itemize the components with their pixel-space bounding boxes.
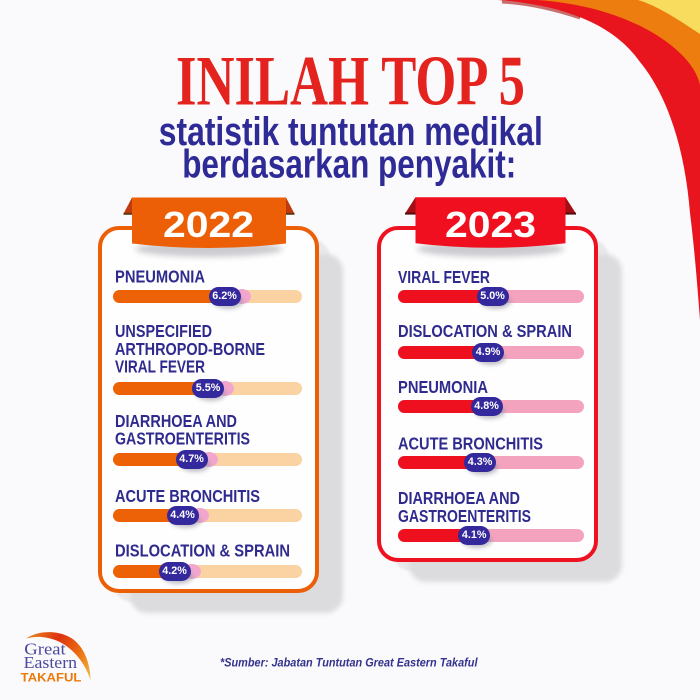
svg-text:VIRAL FEVER: VIRAL FEVER bbox=[398, 267, 490, 287]
svg-text:2023: 2023 bbox=[445, 204, 536, 245]
svg-text:Great: Great bbox=[24, 640, 66, 659]
svg-text:GASTROENTERITIS: GASTROENTERITIS bbox=[398, 506, 531, 526]
svg-text:PNEUMONIA: PNEUMONIA bbox=[115, 266, 205, 286]
svg-text:statistik tuntutan medikal: statistik tuntutan medikal bbox=[159, 110, 543, 154]
svg-text:DISLOCATION & SPRAIN: DISLOCATION & SPRAIN bbox=[398, 321, 572, 341]
svg-text:GASTROENTERITIS: GASTROENTERITIS bbox=[115, 429, 250, 449]
svg-text:TAKAFUL: TAKAFUL bbox=[21, 670, 82, 684]
svg-text:UNSPECIFIED: UNSPECIFIED bbox=[115, 321, 212, 341]
svg-text:*Sumber: Jabatan Tuntutan Grea: *Sumber: Jabatan Tuntutan Great Eastern … bbox=[220, 658, 478, 670]
svg-text:DIARRHOEA AND: DIARRHOEA AND bbox=[398, 488, 520, 508]
svg-text:2022: 2022 bbox=[163, 204, 254, 245]
svg-text:DISLOCATION & SPRAIN: DISLOCATION & SPRAIN bbox=[115, 541, 290, 561]
svg-text:ARTHROPOD-BORNE: ARTHROPOD-BORNE bbox=[115, 339, 265, 359]
svg-text:DIARRHOEA AND: DIARRHOEA AND bbox=[115, 411, 237, 431]
svg-text:INILAH TOP 5: INILAH TOP 5 bbox=[176, 42, 525, 120]
svg-text:ACUTE BRONCHITIS: ACUTE BRONCHITIS bbox=[398, 434, 543, 454]
svg-text:Eastern: Eastern bbox=[24, 653, 78, 672]
svg-text:VIRAL FEVER: VIRAL FEVER bbox=[115, 357, 205, 377]
svg-text:PNEUMONIA: PNEUMONIA bbox=[398, 377, 488, 397]
svg-text:berdasarkan penyakit:: berdasarkan penyakit: bbox=[182, 142, 516, 186]
svg-text:ACUTE BRONCHITIS: ACUTE BRONCHITIS bbox=[115, 486, 260, 506]
